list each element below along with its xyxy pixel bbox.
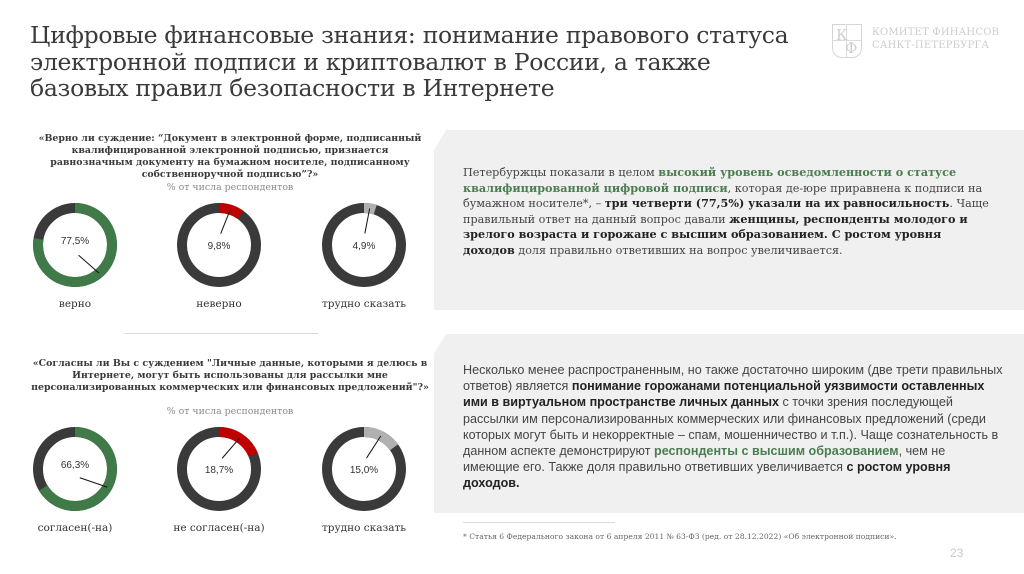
logo: К Ф КОМИТЕТ ФИНАНСОВ САНКТ-ПЕТЕРБУРГА — [832, 22, 1012, 58]
summary-panel-1: Петербуржцы показали в целом высокий уро… — [434, 130, 1024, 310]
donut-ring: 15,0% — [322, 427, 406, 511]
donut-ring: 4,9% — [322, 203, 406, 287]
page-number: 23 — [950, 546, 964, 560]
donut-ring: 9,8% — [177, 203, 261, 287]
donut-value: 4,9% — [353, 241, 376, 252]
question-2: «Согласны ли Вы с суждением "Личные данн… — [31, 358, 429, 393]
logo-emblem-icon: К Ф — [832, 24, 862, 58]
subnote-1: % от числа респондентов — [166, 182, 294, 193]
donut-label: согласен(-на) — [37, 522, 113, 534]
donut-value: 66,3% — [61, 460, 89, 471]
footnote: * Статья 6 Федерального закона от 6 апре… — [463, 532, 897, 541]
donut-chart: 15,0% трудно сказать — [309, 424, 419, 534]
donut-chart: 77,5% верно — [20, 200, 130, 310]
donut-value: 77,5% — [61, 236, 89, 247]
summary-text-2: Несколько менее распространенным, но так… — [463, 363, 1003, 491]
donut-ring: 18,7% — [177, 427, 261, 511]
footnote-divider — [463, 522, 615, 523]
question-1: «Верно ли суждение: “Документ в электрон… — [38, 133, 422, 180]
summary-panel-2: Несколько менее распространенным, но так… — [434, 334, 1024, 513]
donut-ring: 66,3% — [33, 427, 117, 511]
summary-text-1: Петербуржцы показали в целом высокий уро… — [463, 165, 989, 257]
logo-text: КОМИТЕТ ФИНАНСОВ САНКТ-ПЕТЕРБУРГА — [872, 27, 1000, 51]
donut-value: 9,8% — [208, 241, 231, 252]
donut-chart: 4,9% трудно сказать — [309, 200, 419, 310]
donut-value: 18,7% — [205, 465, 233, 476]
donut-label: верно — [58, 298, 92, 310]
donut-label: трудно сказать — [321, 522, 407, 534]
donut-label: не согласен(-на) — [173, 522, 265, 534]
divider — [125, 333, 318, 334]
page-title: Цифровые финансовые знания: понимание пр… — [30, 21, 789, 102]
donut-chart: 9,8% неверно — [164, 200, 274, 310]
donut-value: 15,0% — [350, 465, 378, 476]
subnote-2: % от числа респондентов — [166, 406, 294, 417]
donut-label: неверно — [196, 298, 242, 310]
donut-chart: 18,7% не согласен(-на) — [164, 424, 274, 534]
donut-ring: 77,5% — [33, 203, 117, 287]
donut-label: трудно сказать — [321, 298, 407, 310]
donut-chart: 66,3% согласен(-на) — [20, 424, 130, 534]
